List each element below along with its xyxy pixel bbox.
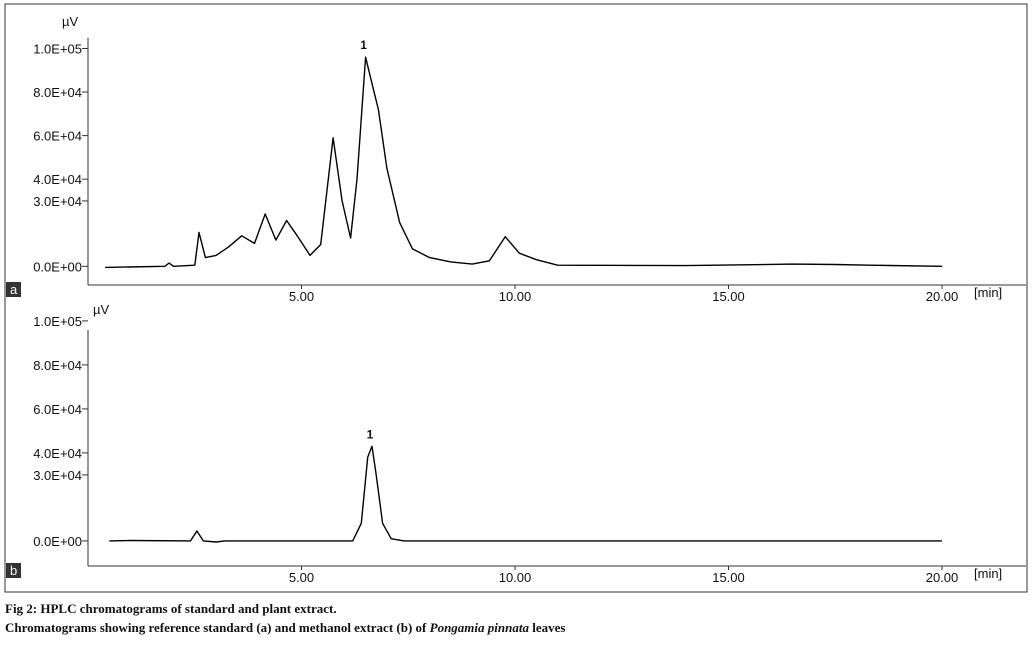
y-tick-label: 1.0E+05	[33, 314, 82, 329]
panel-label: b	[10, 563, 17, 578]
y-tick-label: 6.0E+04	[33, 129, 82, 144]
chromatogram	[105, 56, 943, 269]
x-tick-label: 5.00	[289, 289, 314, 304]
x-unit: [min]	[974, 566, 1002, 581]
y-unit: µV	[62, 14, 78, 29]
y-tick-label: 6.0E+04	[33, 402, 82, 417]
y-tick-label: 1.0E+05	[33, 42, 82, 57]
caption-title: Fig 2: HPLC chromatograms of standard an…	[5, 601, 337, 616]
y-tick-label: 0.0E+00	[33, 534, 82, 549]
peak-label: 1	[367, 427, 374, 441]
panel-label-box	[6, 563, 21, 578]
x-tick-label: 20.00	[926, 570, 959, 585]
caption-text: Chromatograms showing reference standard…	[5, 620, 565, 635]
caption-species: Pongamia pinnata	[430, 620, 530, 635]
frame	[4, 3, 1028, 593]
chromatogram	[109, 445, 942, 543]
x-unit: [min]	[974, 285, 1002, 300]
x-tick-label: 20.00	[926, 289, 959, 304]
y-tick-label: 8.0E+04	[33, 358, 82, 373]
y-tick-label: 3.0E+04	[33, 468, 82, 483]
panel-label-box	[6, 282, 21, 297]
y-tick-label: 4.0E+04	[33, 446, 82, 461]
y-tick-label: 0.0E+00	[33, 259, 82, 274]
y-tick-label: 4.0E+04	[33, 172, 82, 187]
y-tick-label: 8.0E+04	[33, 85, 82, 100]
x-tick-label: 10.00	[499, 289, 532, 304]
peak-label: 1	[360, 38, 367, 52]
x-tick-label: 10.00	[499, 570, 532, 585]
y-tick-label: 3.0E+04	[33, 194, 82, 209]
caption-part: Chromatograms showing reference standard…	[5, 620, 430, 635]
panel-label: a	[10, 282, 18, 297]
caption-part: leaves	[529, 620, 565, 635]
y-unit: µV	[93, 302, 109, 317]
x-tick-label: 15.00	[712, 570, 745, 585]
x-tick-label: 5.00	[289, 570, 314, 585]
x-tick-label: 15.00	[712, 289, 745, 304]
